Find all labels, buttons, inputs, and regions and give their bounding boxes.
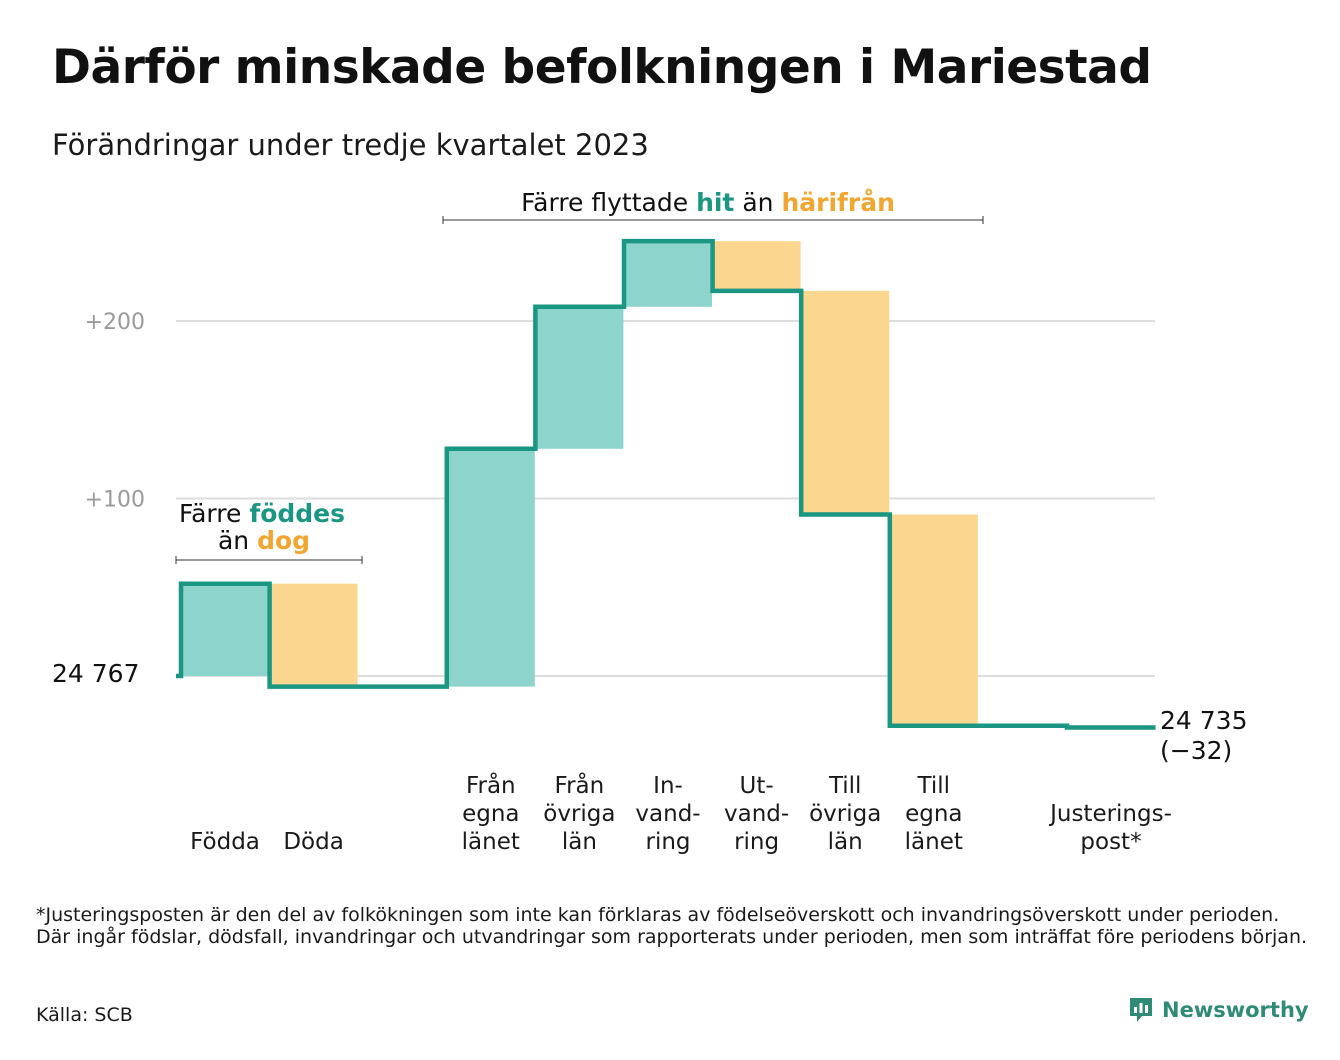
category-label: egna <box>462 801 519 827</box>
step-line <box>176 238 1156 730</box>
inflow-bar <box>535 306 624 449</box>
footnote: *Justeringsposten är den del av folkökni… <box>36 904 1308 948</box>
category-label: länet <box>905 829 963 855</box>
step-line-path <box>176 238 1156 730</box>
svg-text:än dog: än dog <box>218 526 310 555</box>
category-label: län <box>562 829 597 855</box>
category-label: länet <box>462 829 520 855</box>
brand-name: Newsworthy <box>1162 998 1309 1022</box>
annotation-migration: Färre flyttade hit än härifrån <box>442 188 984 224</box>
newsworthy-icon <box>1130 998 1152 1022</box>
annotation-text: än <box>218 526 249 555</box>
category-label: Justerings- <box>1048 801 1172 827</box>
category-label: Från <box>555 771 605 799</box>
category-label: egna <box>905 801 962 827</box>
annotation-highlight: hit <box>696 188 734 217</box>
category-label: Ut- <box>740 773 774 799</box>
annotation-highlight: föddes <box>249 499 345 528</box>
chart-subtitle: Förändringar under tredje kvartalet 2023 <box>52 128 649 162</box>
y-tick-label: +100 <box>85 488 145 513</box>
category-label: post* <box>1080 829 1141 855</box>
outflow-bar <box>889 514 978 726</box>
annotation-text: Färre <box>179 499 241 528</box>
bars <box>181 241 978 726</box>
category-label: In- <box>653 773 683 799</box>
y-tick-label: +200 <box>85 310 145 335</box>
start-value-label: 24 767 <box>52 659 139 688</box>
brand-logo[interactable]: Newsworthy <box>1128 996 1309 1024</box>
category-label: vand- <box>635 801 700 827</box>
source-label: Källa: SCB <box>36 1004 133 1026</box>
outflow-bar <box>712 241 801 291</box>
category-label: Till <box>917 773 951 799</box>
annotation-text: Färre flyttade <box>521 188 688 217</box>
category-label: Från <box>466 771 516 799</box>
inflow-bar <box>446 448 535 687</box>
chart-title: Därför minskade befolkningen i Mariestad <box>52 40 1152 95</box>
outflow-bar <box>269 583 358 687</box>
category-label: Födda <box>190 829 260 855</box>
category-label: Döda <box>283 829 343 855</box>
category-label: Till <box>828 773 862 799</box>
svg-text:Färre flyttade hit: Färre flyttade hit än härifrån <box>521 188 895 217</box>
annotation-highlight: dog <box>257 526 310 555</box>
change-label: (−32) <box>1160 736 1232 765</box>
svg-text:Färre föddes: Färre föddes <box>179 499 345 528</box>
category-label: ring <box>645 829 690 855</box>
end-value-label: 24 735 <box>1160 706 1247 735</box>
category-label: övriga <box>543 801 615 827</box>
annotation-text: än <box>742 188 773 217</box>
category-label: ring <box>734 829 779 855</box>
outflow-bar <box>801 290 890 515</box>
inflow-bar <box>181 583 269 676</box>
annotation-highlight: härifrån <box>781 188 894 217</box>
category-label: vand- <box>724 801 789 827</box>
category-label: övriga <box>809 801 881 827</box>
category-label: län <box>828 829 863 855</box>
annotation-births-deaths: Färre föddes än dog <box>175 499 363 564</box>
inflow-bar <box>624 241 712 307</box>
